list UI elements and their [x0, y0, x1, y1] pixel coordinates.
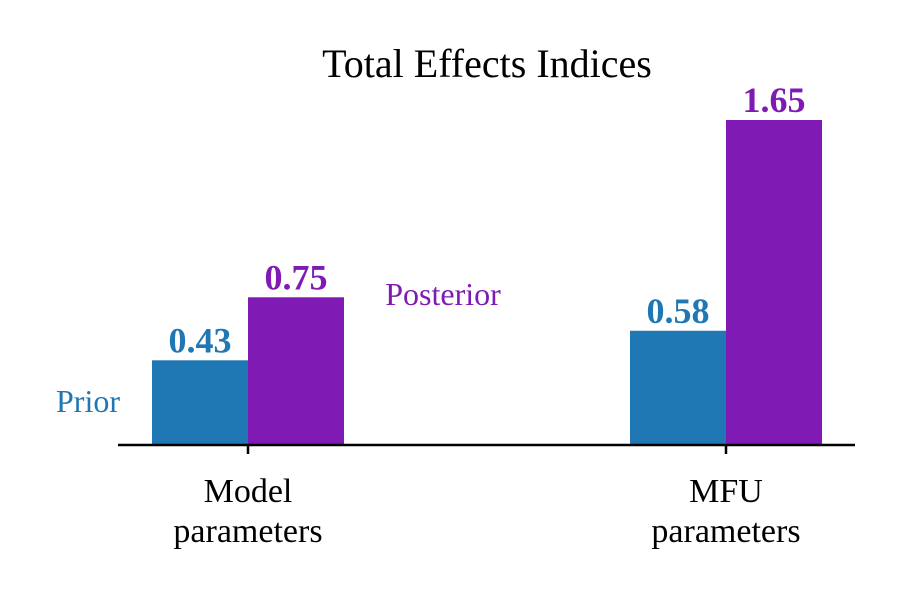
chart-title: Total Effects Indices — [322, 41, 652, 86]
value-label-posterior-0: 0.75 — [265, 257, 328, 297]
value-label-prior-0: 0.43 — [169, 320, 232, 360]
bar-prior-1 — [630, 330, 726, 445]
x-tick-label-line: parameters — [173, 513, 322, 550]
x-tick-label-line: Model — [204, 473, 293, 510]
value-labels-layer: 0.43 0.58 0.75 1.65 — [169, 80, 806, 360]
legend-label-prior: Prior — [56, 383, 120, 419]
bar-prior-0 — [152, 360, 248, 445]
value-label-posterior-1: 1.65 — [743, 80, 806, 120]
bar-posterior-1 — [726, 120, 822, 445]
x-tick-label-line: MFU — [689, 473, 763, 510]
legend-label-posterior: Posterior — [385, 276, 501, 312]
value-label-prior-1: 0.58 — [647, 291, 710, 331]
x-tick-label-line: parameters — [651, 513, 800, 550]
x-tick-label-1: MFU parameters — [651, 473, 800, 550]
bars-layer — [152, 120, 822, 445]
bar-posterior-0 — [248, 297, 344, 445]
x-tick-label-0: Model parameters — [173, 473, 322, 550]
legend: Prior Posterior — [56, 276, 501, 419]
